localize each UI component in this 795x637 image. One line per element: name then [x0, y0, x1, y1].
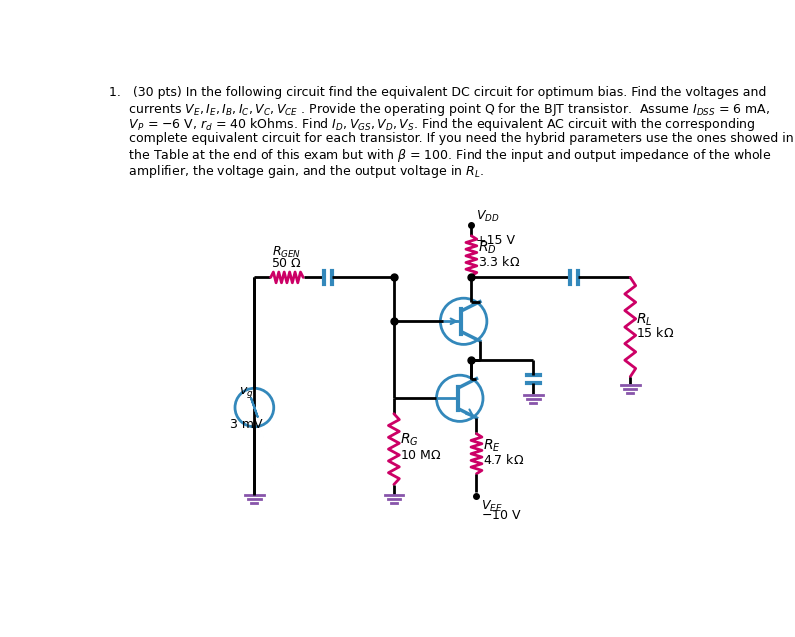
Text: $R_{GEN}$: $R_{GEN}$ — [272, 245, 301, 261]
Text: $v_g$: $v_g$ — [239, 385, 254, 400]
Text: complete equivalent circuit for each transistor. If you need the hybrid paramete: complete equivalent circuit for each tra… — [109, 132, 793, 145]
Text: 15 k$\Omega$: 15 k$\Omega$ — [637, 326, 675, 340]
Text: $R_L$: $R_L$ — [637, 311, 653, 327]
Text: currents $V_E, I_E, I_B, I_C, V_C, V_{CE}$ . Provide the operating point Q for t: currents $V_E, I_E, I_B, I_C, V_C, V_{CE… — [109, 101, 770, 118]
Text: $-10$ V: $-10$ V — [481, 509, 522, 522]
Text: $R_E$: $R_E$ — [483, 438, 501, 454]
Text: $R_G$: $R_G$ — [400, 432, 419, 448]
Text: $V_{DD}$: $V_{DD}$ — [476, 208, 499, 224]
Text: $V_P$ = $-$6 V, $r_d$ = 40 kOhms. Find $I_D, V_{GS}, V_D, V_S$. Find the equival: $V_P$ = $-$6 V, $r_d$ = 40 kOhms. Find $… — [109, 117, 755, 134]
Text: the Table at the end of this exam but with $\beta$ = 100. Find the input and out: the Table at the end of this exam but wi… — [109, 147, 771, 164]
Text: $V_{EE}$: $V_{EE}$ — [481, 498, 502, 513]
Text: amplifier, the voltage gain, and the output voltage in $R_L$.: amplifier, the voltage gain, and the out… — [109, 162, 484, 180]
Text: 1.   (30 pts) In the following circuit find the equivalent DC circuit for optimu: 1. (30 pts) In the following circuit fin… — [109, 86, 766, 99]
Text: 4.7 k$\Omega$: 4.7 k$\Omega$ — [483, 453, 524, 467]
Text: 10 M$\Omega$: 10 M$\Omega$ — [400, 449, 442, 462]
Text: 3.3 k$\Omega$: 3.3 k$\Omega$ — [478, 255, 520, 269]
Text: 3 mV: 3 mV — [231, 419, 263, 431]
Text: $R_D$: $R_D$ — [478, 240, 496, 256]
Text: +15 V: +15 V — [476, 234, 515, 247]
Text: 50 $\Omega$: 50 $\Omega$ — [271, 257, 302, 269]
